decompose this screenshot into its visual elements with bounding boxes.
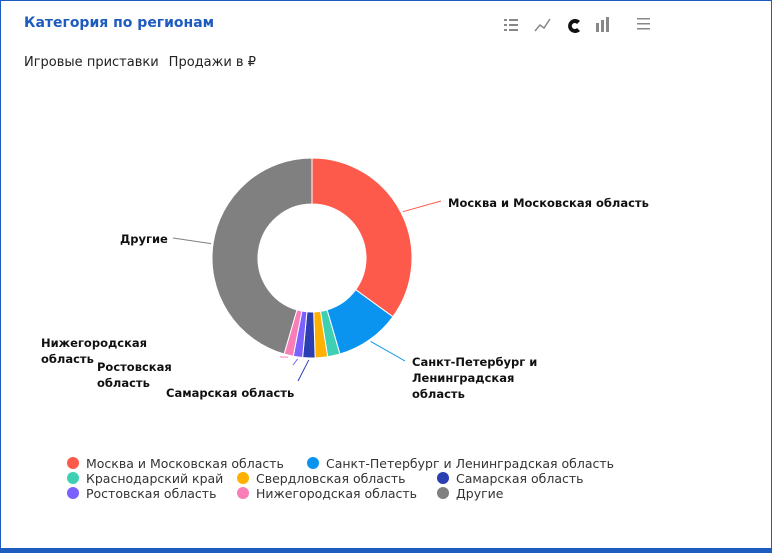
subtitle-item: Игровые приставки xyxy=(24,55,159,70)
slice-label: Другие xyxy=(120,232,168,246)
legend-label: Свердловская область xyxy=(256,471,406,486)
legend-swatch xyxy=(307,457,319,469)
leader-line xyxy=(402,200,442,213)
legend-item[interactable]: Москва и Московская область xyxy=(67,456,284,471)
legend-label: Другие xyxy=(456,486,504,501)
legend-item[interactable]: Санкт-Петербург и Ленинградская область xyxy=(307,456,614,471)
bottom-bar xyxy=(1,548,771,553)
legend-item[interactable]: Краснодарский край xyxy=(67,471,223,486)
leader-line xyxy=(297,359,310,382)
leader-line xyxy=(292,358,299,366)
slice-label: Ростовская область xyxy=(97,360,172,390)
line-icon[interactable] xyxy=(534,18,551,32)
legend-item[interactable]: Другие xyxy=(437,486,503,501)
slice-label: Санкт-Петербург и Ленинградская область xyxy=(412,355,538,401)
leader-line xyxy=(370,341,406,362)
legend-label: Нижегородская область xyxy=(256,486,418,501)
legend-swatch xyxy=(67,472,79,484)
subtitle-item: Продажи в ₽ xyxy=(168,55,256,70)
slice-label: Самарская область xyxy=(166,386,295,400)
legend-swatch xyxy=(237,487,249,499)
slice-label: Москва и Московская область xyxy=(448,196,649,210)
legend-item[interactable]: Нижегородская область xyxy=(237,486,417,501)
legend-label: Санкт-Петербург и Ленинградская область xyxy=(326,456,615,471)
toolbar xyxy=(504,17,650,33)
legend-swatch xyxy=(437,487,449,499)
leader-line xyxy=(172,237,212,245)
legend-label: Ростовская область xyxy=(86,486,217,501)
slice-label: Нижегородская область xyxy=(41,336,148,366)
legend-label: Самарская область xyxy=(456,471,584,486)
menu-icon[interactable] xyxy=(637,18,650,30)
slice xyxy=(311,157,413,318)
legend-label: Краснодарский край xyxy=(86,471,224,486)
pie-icon[interactable] xyxy=(568,19,580,33)
legend-item[interactable]: Ростовская область xyxy=(67,486,216,501)
subtitle: Игровые приставки Продажи в ₽ xyxy=(24,55,266,70)
legend-swatch xyxy=(237,472,249,484)
table-icon[interactable] xyxy=(504,19,518,31)
widget-title: Категория по регионам xyxy=(24,15,215,31)
legend-swatch xyxy=(67,457,79,469)
legend-item[interactable]: Самарская область xyxy=(437,471,584,486)
legend-swatch xyxy=(437,472,449,484)
legend-label: Москва и Московская область xyxy=(86,456,284,471)
bar-icon[interactable] xyxy=(596,17,609,32)
legend-swatch xyxy=(67,487,79,499)
legend-item[interactable]: Свердловская область xyxy=(237,471,405,486)
slice xyxy=(211,157,313,355)
